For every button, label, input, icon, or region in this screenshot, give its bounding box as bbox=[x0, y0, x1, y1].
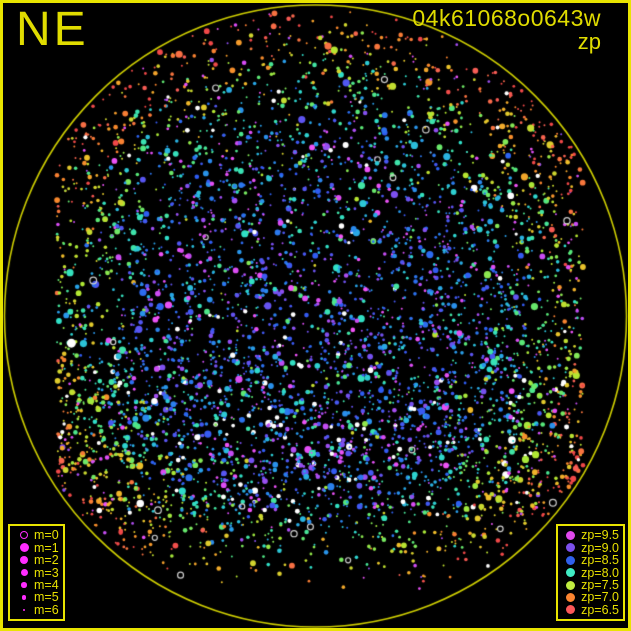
magnitude-marker-icon bbox=[14, 531, 34, 540]
zp-marker-icon bbox=[562, 555, 579, 565]
legend-label: m=6 bbox=[34, 602, 59, 617]
legend-row: m=1 bbox=[14, 542, 59, 554]
magnitude-marker-icon bbox=[14, 595, 34, 600]
title-block: 04k61068o0643w zp bbox=[412, 6, 601, 53]
legend-row: m=6 bbox=[14, 604, 59, 616]
magnitude-marker-icon bbox=[14, 608, 34, 612]
zeropoint-legend: zp=9.5 zp=9.0 zp=8.5 zp=8.0 zp=7.5 zp=7.… bbox=[556, 524, 625, 621]
legend-label: m=5 bbox=[34, 590, 59, 605]
plot-title: 04k61068o0643w bbox=[412, 5, 601, 31]
legend-label: m=2 bbox=[34, 553, 59, 568]
zp-marker-icon bbox=[562, 568, 579, 578]
legend-label: zp=7.5 bbox=[581, 578, 619, 593]
legend-label: m=0 bbox=[34, 528, 59, 543]
legend-label: zp=6.5 bbox=[581, 602, 619, 617]
legend-label: zp=9.5 bbox=[581, 528, 619, 543]
legend-row: m=4 bbox=[14, 579, 59, 591]
zp-marker-icon bbox=[562, 580, 579, 590]
zp-marker-icon bbox=[562, 530, 579, 540]
zp-marker-icon bbox=[562, 592, 579, 602]
legend-label: zp=7.0 bbox=[581, 590, 619, 605]
legend-label: zp=8.0 bbox=[581, 565, 619, 580]
legend-row: zp=8.5 bbox=[562, 554, 619, 566]
magnitude-marker-icon bbox=[14, 582, 34, 588]
legend-row: zp=9.5 bbox=[562, 528, 619, 543]
legend-label: zp=8.5 bbox=[581, 553, 619, 568]
magnitude-legend: m=0 m=1 m=2 m=3 m=4 m=5 m=6 bbox=[8, 524, 65, 621]
magnitude-marker-icon bbox=[14, 556, 34, 565]
magnitude-marker-icon bbox=[14, 543, 34, 553]
legend-label: m=1 bbox=[34, 540, 59, 555]
plot-subtitle: zp bbox=[577, 29, 601, 54]
legend-row: zp=8.0 bbox=[562, 565, 619, 580]
legend-label: zp=9.0 bbox=[581, 540, 619, 555]
legend-row: m=0 bbox=[14, 528, 59, 543]
legend-row: zp=7.0 bbox=[562, 590, 619, 605]
orientation-label: NE bbox=[16, 3, 89, 56]
legend-row: zp=7.5 bbox=[562, 579, 619, 591]
legend-row: m=3 bbox=[14, 565, 59, 580]
legend-row: m=2 bbox=[14, 554, 59, 566]
legend-row: zp=9.0 bbox=[562, 542, 619, 554]
zp-marker-icon bbox=[562, 543, 579, 553]
legend-row: m=5 bbox=[14, 590, 59, 605]
legend-label: m=3 bbox=[34, 565, 59, 580]
magnitude-marker-icon bbox=[14, 569, 34, 577]
zp-marker-icon bbox=[562, 605, 579, 615]
legend-row: zp=6.5 bbox=[562, 604, 619, 616]
legend-label: m=4 bbox=[34, 578, 59, 593]
